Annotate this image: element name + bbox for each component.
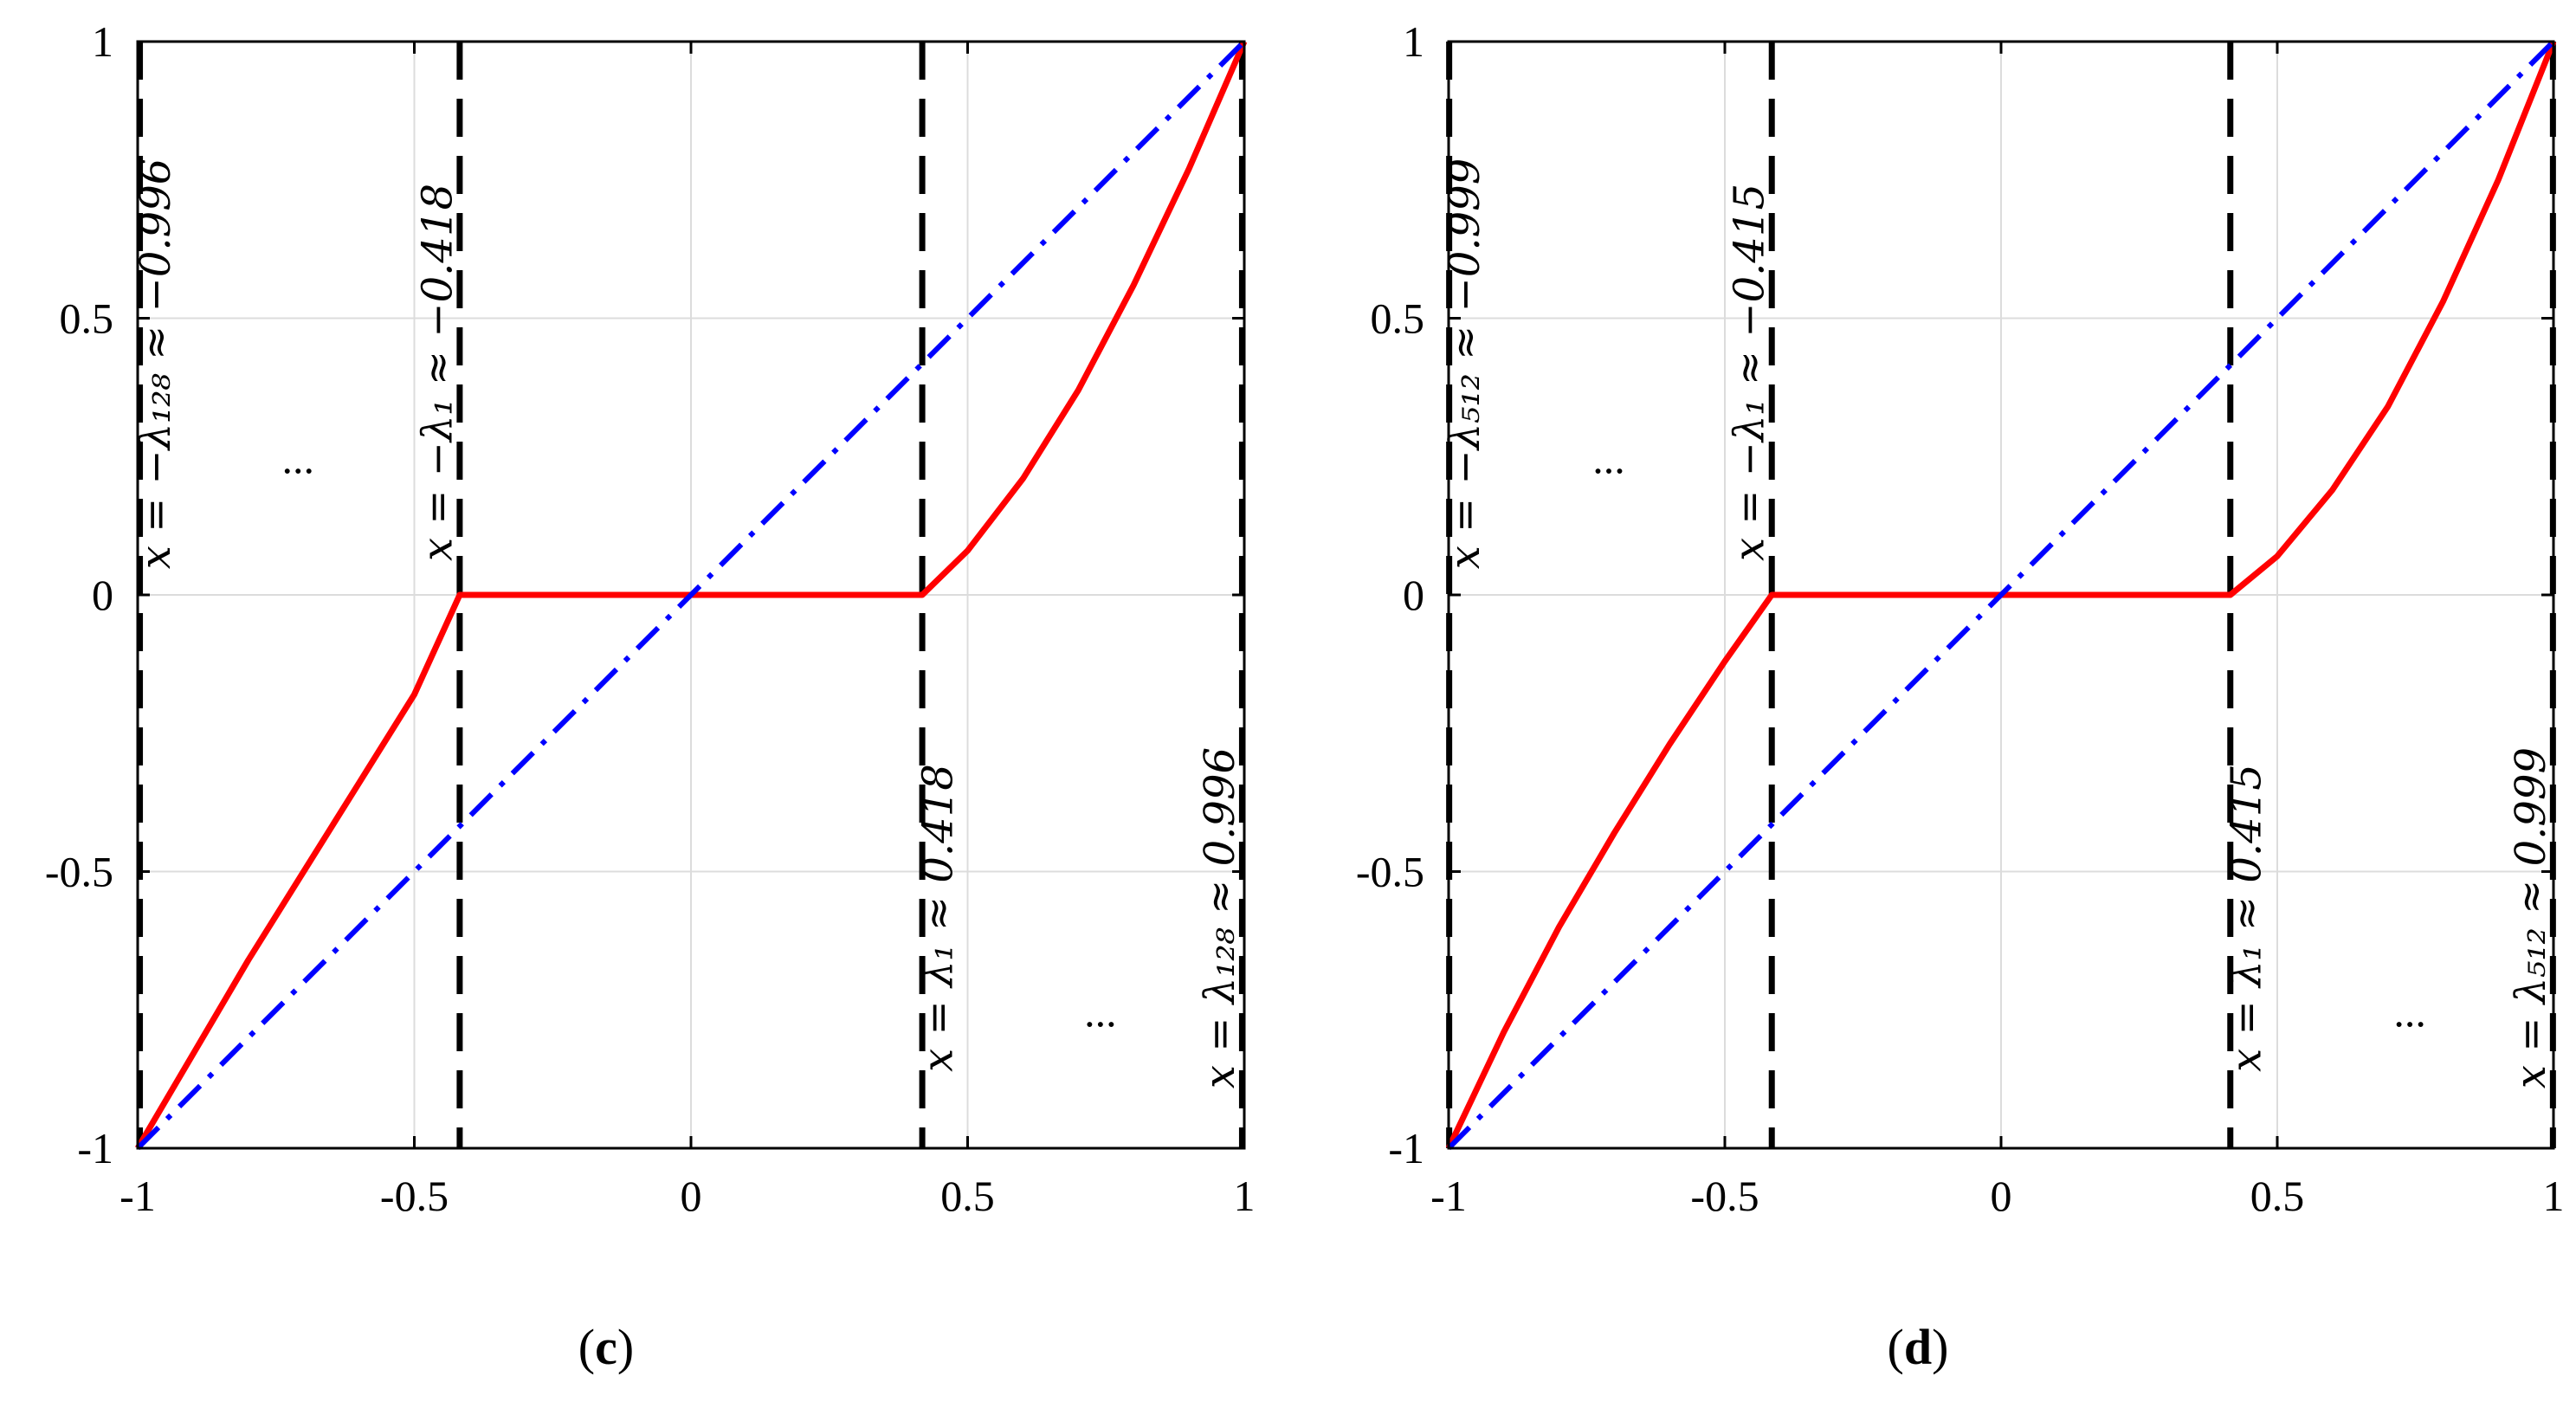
y-tick-label: -0.5: [45, 848, 113, 896]
x-tick-label: -0.5: [1690, 1172, 1759, 1220]
panel-caption: (d): [1888, 1319, 1949, 1375]
ellipsis-right: ...: [2393, 987, 2426, 1036]
chart-panel-c: -1 -0.5 0 0.5 1 1 0.5 0 -0.5 -1 x = −λ₁₂₈ ≈ −0.996…: [45, 17, 1256, 1375]
ellipsis-right: ...: [1084, 987, 1117, 1036]
y-tick-label: 1: [92, 17, 113, 66]
x-tick-label: 1: [2543, 1172, 2565, 1220]
eigenvalue-line-label: x = λ₁₂₈ ≈ 0.996: [1196, 747, 1244, 1088]
series-blue-identity-line: [1446, 39, 2556, 1151]
eigenvalue-line-label: x = −λ₁ ≈ −0.415: [1726, 184, 1774, 561]
x-tick-label: -0.5: [380, 1172, 449, 1220]
y-tick-label: 0: [1403, 571, 1424, 619]
x-tick-label: -1: [119, 1172, 156, 1220]
x-tick-label: 0.5: [2250, 1172, 2305, 1220]
eigenvalue-line-label: x = −λ₁ ≈ −0.418: [413, 184, 462, 561]
eigenvalue-line-label: x = λ₅₁₂ ≈ 0.999: [2507, 747, 2555, 1088]
y-tick-label: -1: [1388, 1124, 1424, 1172]
y-tick-label: 0.5: [1371, 294, 1425, 343]
x-tick-label: 0: [1991, 1172, 2012, 1220]
y-tick-label: 0.5: [60, 294, 114, 343]
chart-panel-d: -1 -0.5 0 0.5 1 1 0.5 0 -0.5 -1 x = −λ₅₁₂ ≈ −0.999…: [1356, 17, 2565, 1375]
x-tick-label: 0: [681, 1172, 702, 1220]
ellipsis-left: ...: [282, 434, 315, 482]
x-tick-label: 0.5: [940, 1172, 995, 1220]
y-tick-label: 0: [92, 571, 113, 619]
eigenvalue-line-label: x = −λ₁₂₈ ≈ −0.996: [132, 158, 180, 570]
x-tick-label: 1: [1234, 1172, 1256, 1220]
series-blue-identity-line: [135, 39, 1247, 1151]
ellipsis-left: ...: [1592, 434, 1625, 482]
y-tick-label: -1: [77, 1124, 113, 1172]
eigenvalue-line-label: x = −λ₅₁₂ ≈ −0.999: [1441, 158, 1489, 570]
x-tick-label: -1: [1430, 1172, 1467, 1220]
y-tick-label: -0.5: [1356, 848, 1424, 896]
eigenvalue-line-label: x = λ₁ ≈ 0.415: [2222, 764, 2270, 1072]
eigenvalue-line-label: x = λ₁ ≈ 0.418: [914, 764, 963, 1072]
y-tick-label: 1: [1403, 17, 1424, 66]
panel-caption: (c): [578, 1319, 634, 1375]
